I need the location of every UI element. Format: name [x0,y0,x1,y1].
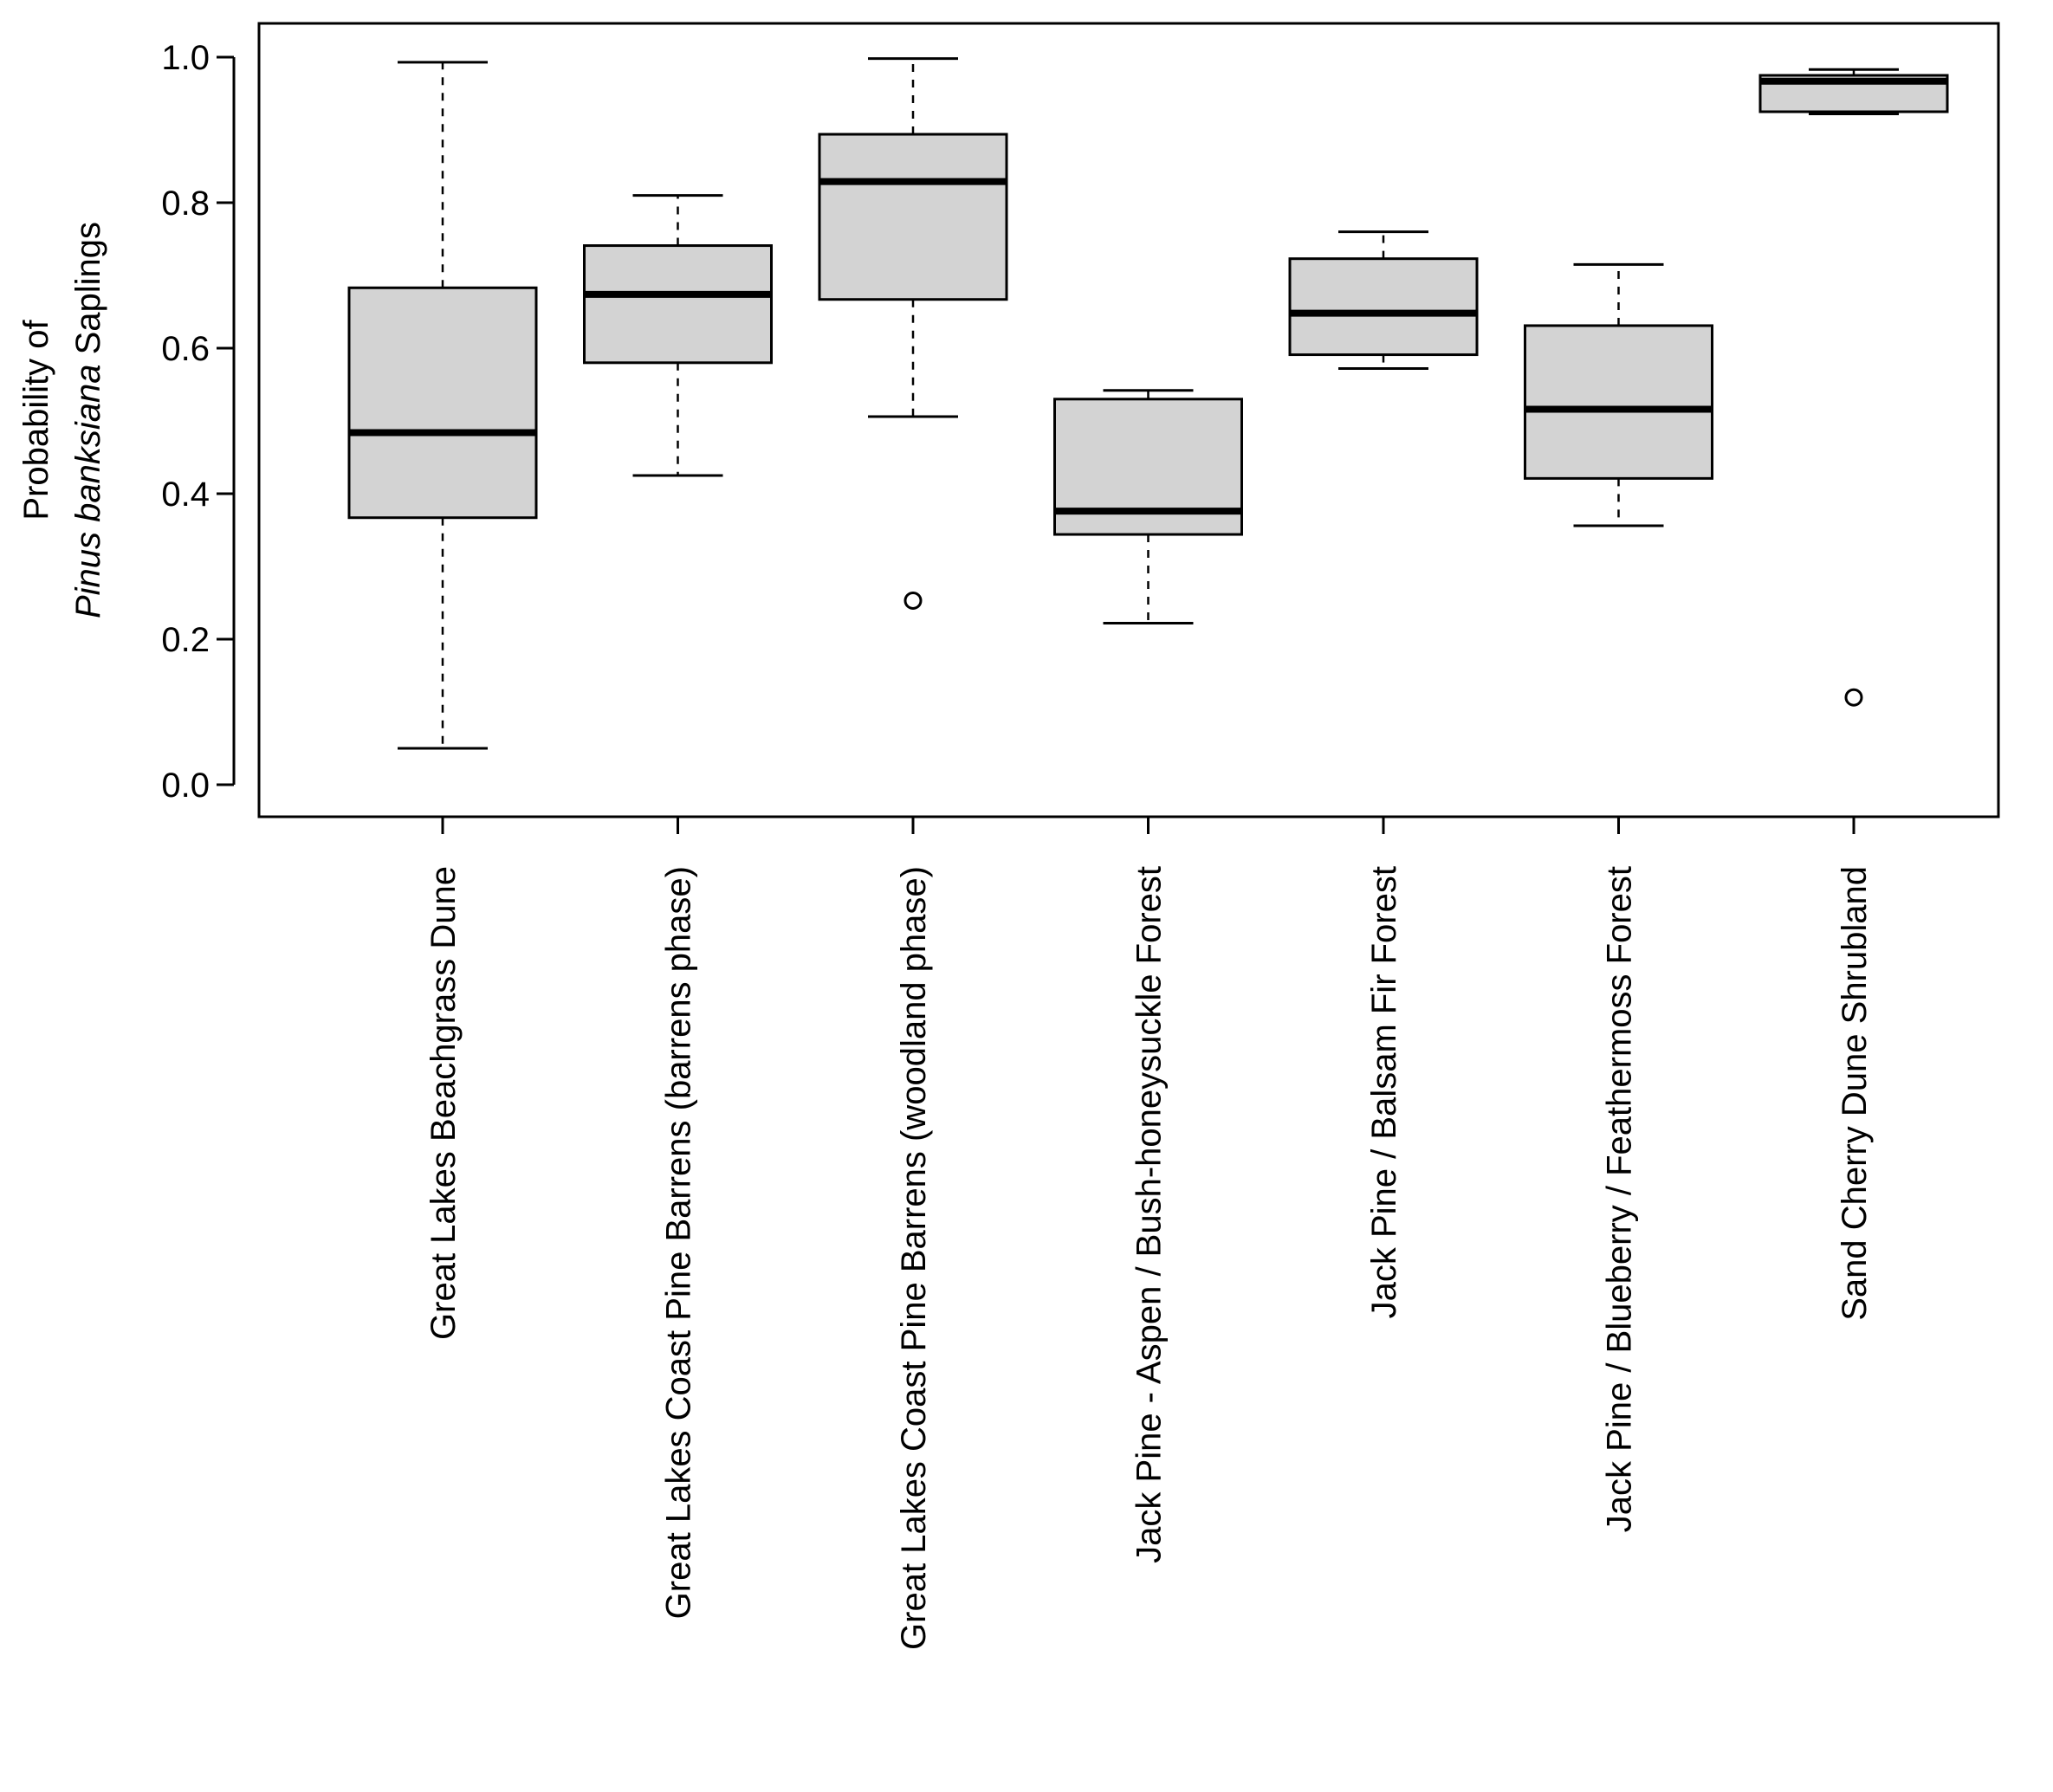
x-tick-label-group-1: Great Lakes Coast Pine Barrens (barrens … [660,866,698,1619]
x-tick-label-5: Jack Pine / Blueberry / Feathermoss Fore… [1601,866,1639,1532]
boxes [347,57,1949,750]
x-tick-label-group-4: Jack Pine / Balsam Fir Forest [1365,866,1403,1318]
x-tick-label-2: Great Lakes Coast Pine Barrens (woodland… [895,866,933,1650]
y-axis-label-italic: Pinus banksiana [69,365,107,619]
y-tick-label-0: 0.0 [161,767,210,805]
iqr-box [818,133,1008,301]
iqr-box [1288,257,1479,357]
x-ticks: Great Lakes Beachgrass Dune Great Lakes C… [424,817,1874,1650]
x-tick-label-group-0: Great Lakes Beachgrass Dune [424,866,463,1340]
y-ticks: 0.0 0.2 0.4 0.6 0.8 1.0 [161,39,234,805]
y-axis-label-line2: Pinus banksiana Saplings [69,222,107,618]
iqr-box [347,286,538,520]
box-group-0 [347,61,538,750]
box-group-1 [583,194,773,477]
box-group-6 [1758,68,1949,707]
outlier-point-0 [903,591,923,610]
y-axis-label-rest: Saplings [69,222,107,365]
outlier-point-0 [1844,688,1863,707]
x-tick-label-3: Jack Pine - Aspen / Bush-honeysuckle For… [1130,866,1169,1563]
y-tick-label-1: 0.2 [161,621,210,659]
y-tick-label-3: 0.6 [161,330,210,368]
x-tick-label-0: Great Lakes Beachgrass Dune [424,866,463,1340]
x-tick-label-group-2: Great Lakes Coast Pine Barrens (woodland… [895,866,933,1650]
y-tick-label-4: 0.8 [161,184,210,223]
box-group-4 [1288,230,1479,371]
iqr-box [1524,324,1713,480]
y-axis-label-line1-group: Probability of [17,320,55,521]
x-tick-label-group-6: Sand Cherry Dune Shrubland [1836,866,1874,1321]
box-group-5 [1524,262,1713,527]
y-tick-label-5: 1.0 [161,39,210,77]
y-axis-label-line2-group: Pinus banksiana Saplings [69,222,107,618]
x-tick-label-group-5: Jack Pine / Blueberry / Feathermoss Fore… [1601,866,1639,1532]
y-axis-label-line1: Probability of [17,320,55,521]
iqr-box [583,244,773,365]
plot-frame [257,22,2000,818]
box-group-2 [818,57,1008,610]
y-tick-label-2: 0.4 [161,475,210,514]
x-tick-label-4: Jack Pine / Balsam Fir Forest [1365,866,1403,1318]
x-tick-label-6: Sand Cherry Dune Shrubland [1836,866,1874,1321]
x-tick-label-group-3: Jack Pine - Aspen / Bush-honeysuckle For… [1130,866,1169,1563]
box-group-3 [1053,389,1243,625]
x-tick-label-1: Great Lakes Coast Pine Barrens (barrens … [660,866,698,1619]
